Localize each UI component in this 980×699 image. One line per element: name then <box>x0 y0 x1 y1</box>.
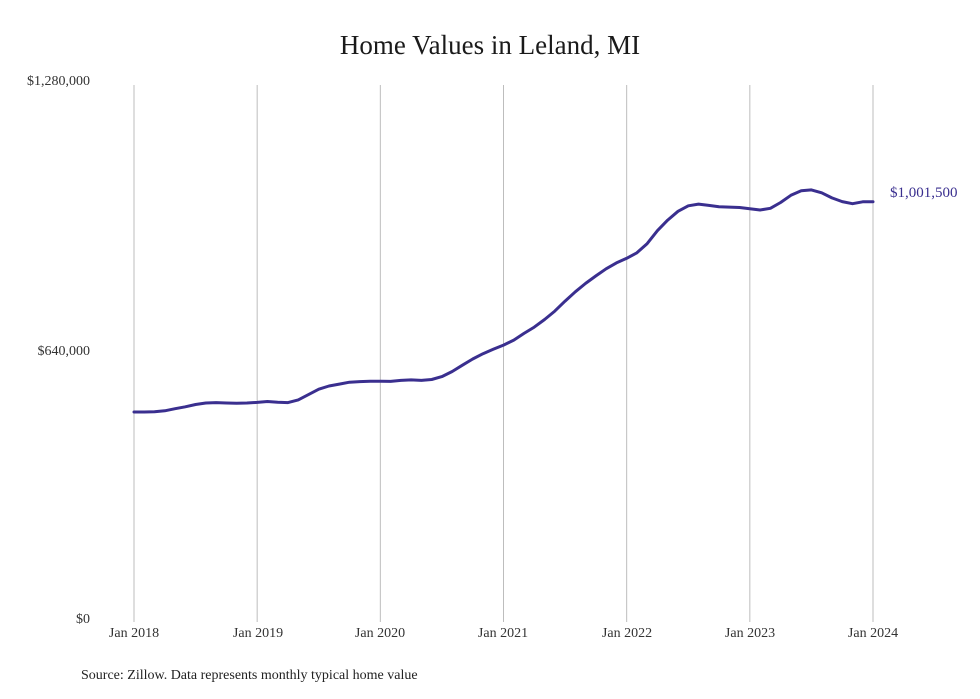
vertical-gridlines <box>133 85 874 622</box>
x-tick-2023: Jan 2023 <box>724 626 776 641</box>
x-tick-2019: Jan 2019 <box>232 626 284 641</box>
chart-title: Home Values in Leland, MI <box>339 30 641 60</box>
home-value-line <box>132 188 875 414</box>
y-tick-top: $1,280,000 <box>27 74 90 89</box>
x-tick-2024: Jan 2024 <box>847 626 899 641</box>
y-tick-bottom: $0 <box>76 612 90 627</box>
y-tick-mid: $640,000 <box>37 344 91 359</box>
x-tick-2018: Jan 2018 <box>108 626 160 641</box>
x-tick-2020: Jan 2020 <box>354 626 406 641</box>
source-note: Source: Zillow. Data represents monthly … <box>81 668 418 683</box>
x-tick-2022: Jan 2022 <box>601 626 653 641</box>
x-tick-2021: Jan 2021 <box>477 626 529 641</box>
end-value-label: $1,001,500 <box>890 185 958 201</box>
